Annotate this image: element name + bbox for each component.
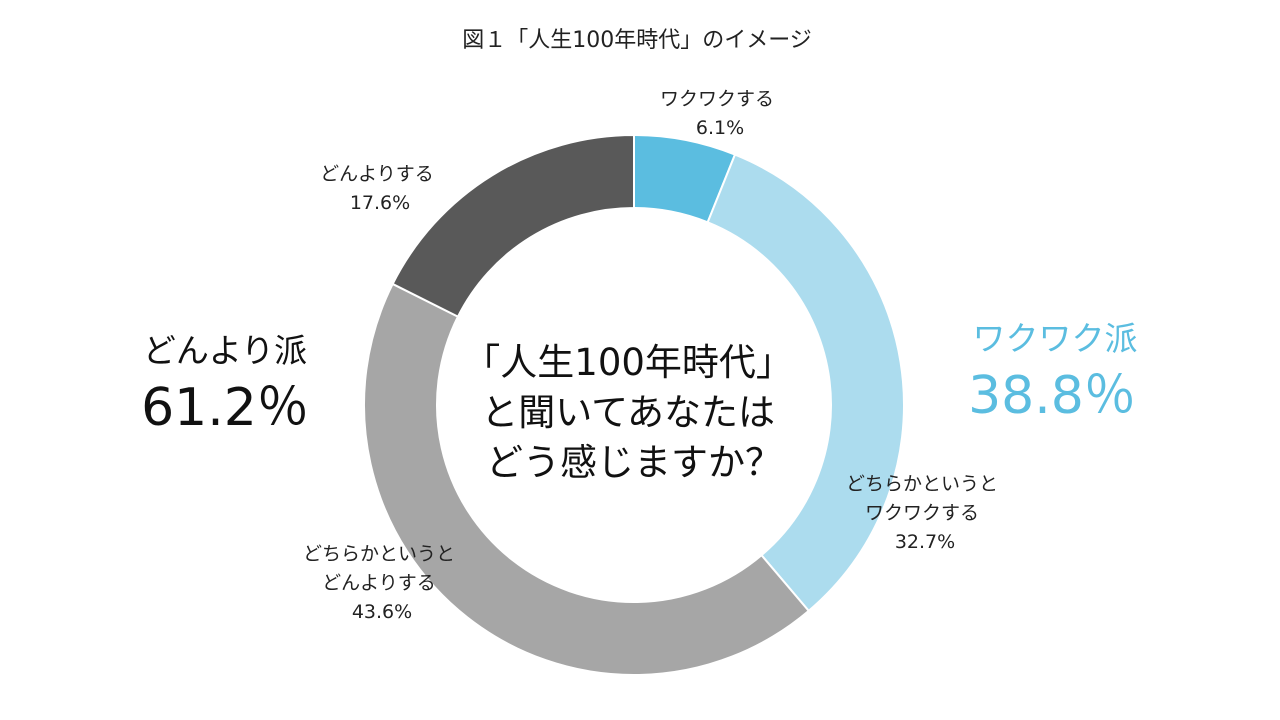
slice-donyori (391, 133, 635, 319)
group-donyori-value: 61.2％ (141, 378, 309, 438)
group-waku-value: 38.8％ (968, 366, 1136, 426)
group-donyori-name: どんより派 (143, 331, 307, 370)
slice-label-waku: ワクワクする 6.1% (660, 88, 780, 139)
center-text-line-3: どう感じますか？ (486, 441, 782, 484)
slice-label-somewhat-waku: どちらかというと ワクワクする 32.7% (846, 473, 1004, 553)
center-text: 「人生100年時代」 と聞いてあなたは どう感じますか？ (463, 341, 804, 484)
donut-slices (363, 133, 905, 676)
slice-somewhat-waku (706, 153, 905, 613)
slice-label-donyori: どんよりする 17.6% (320, 163, 440, 214)
slice-somewhat-donyori (363, 282, 811, 676)
chart-title: 図１「人生100年時代」のイメージ (462, 28, 812, 53)
center-text-line-1: 「人生100年時代」 (463, 341, 793, 384)
group-waku-name: ワクワク派 (973, 319, 1138, 358)
center-text-line-2: と聞いてあなたは (481, 391, 775, 434)
slice-label-somewhat-donyori: どちらかというと どんよりする 43.6% (303, 543, 461, 623)
